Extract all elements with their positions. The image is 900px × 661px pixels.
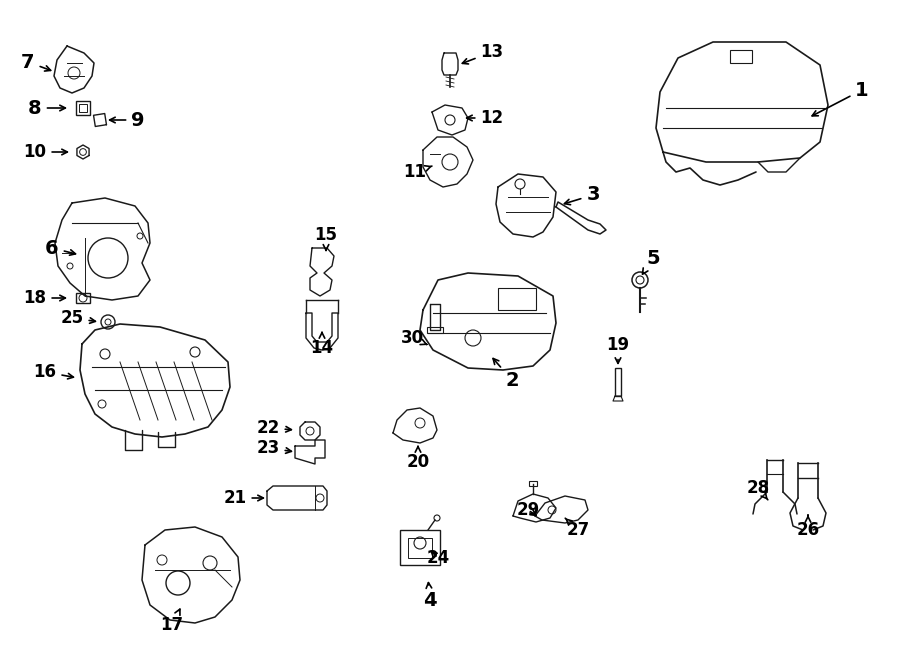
Bar: [730, 50, 752, 63]
Text: 29: 29: [517, 501, 540, 519]
Text: 26: 26: [796, 516, 820, 539]
Bar: [427, 327, 443, 333]
Text: 3: 3: [564, 186, 599, 205]
Bar: [498, 288, 536, 310]
Text: 20: 20: [407, 446, 429, 471]
Bar: [400, 530, 440, 565]
Text: 6: 6: [45, 239, 76, 258]
Bar: [615, 368, 621, 396]
Text: 17: 17: [160, 609, 184, 634]
Text: 30: 30: [400, 329, 427, 347]
Text: 13: 13: [463, 43, 504, 64]
Text: 1: 1: [812, 81, 868, 116]
Bar: [76, 101, 90, 115]
Text: 28: 28: [746, 479, 769, 500]
Bar: [529, 481, 537, 486]
Text: 24: 24: [427, 549, 450, 567]
Text: 18: 18: [23, 289, 66, 307]
Text: 14: 14: [310, 332, 334, 357]
Text: 15: 15: [314, 226, 338, 251]
Text: 8: 8: [28, 98, 66, 118]
Bar: [79, 104, 87, 112]
Text: 4: 4: [423, 582, 436, 609]
Text: 7: 7: [22, 52, 50, 71]
Text: 5: 5: [643, 249, 660, 274]
Text: 23: 23: [256, 439, 292, 457]
Text: 16: 16: [33, 363, 74, 381]
Text: 22: 22: [256, 419, 292, 437]
Text: 2: 2: [493, 358, 518, 389]
Text: 25: 25: [60, 309, 95, 327]
Text: 11: 11: [403, 163, 432, 181]
Text: 27: 27: [565, 518, 590, 539]
Bar: [408, 538, 432, 558]
Text: 21: 21: [223, 489, 264, 507]
Text: 9: 9: [110, 110, 145, 130]
Text: 12: 12: [466, 109, 504, 127]
Bar: [76, 293, 90, 303]
Text: 10: 10: [23, 143, 68, 161]
Text: 19: 19: [607, 336, 630, 364]
